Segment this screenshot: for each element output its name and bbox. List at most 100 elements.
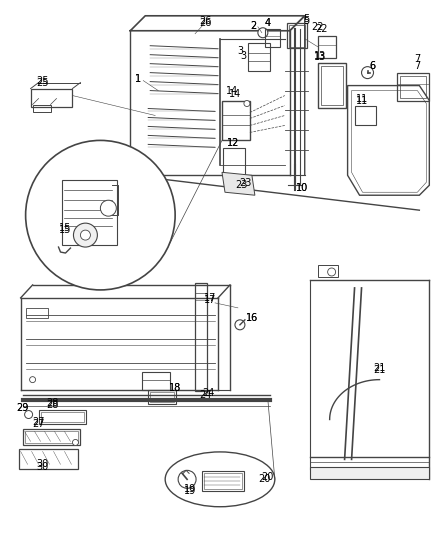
- Ellipse shape: [165, 452, 275, 507]
- Text: 20: 20: [259, 474, 271, 484]
- Bar: [265, 29, 280, 47]
- Bar: [148, 390, 176, 403]
- Text: 5: 5: [304, 16, 310, 26]
- Text: 26: 26: [199, 16, 211, 26]
- Text: 10: 10: [296, 183, 308, 193]
- Text: 17: 17: [204, 295, 216, 305]
- Circle shape: [25, 410, 32, 418]
- Text: 15: 15: [59, 225, 72, 235]
- Bar: [63, 180, 117, 245]
- Text: 20: 20: [261, 472, 274, 482]
- Text: 13: 13: [314, 51, 326, 61]
- Text: 19: 19: [184, 484, 196, 494]
- Text: 4: 4: [265, 18, 271, 28]
- Text: 1: 1: [135, 74, 141, 84]
- Text: 15: 15: [59, 223, 72, 233]
- Text: 18: 18: [169, 383, 181, 393]
- Polygon shape: [222, 172, 255, 195]
- Text: 26: 26: [199, 18, 211, 28]
- Text: 3: 3: [240, 51, 246, 61]
- Bar: [318, 36, 336, 58]
- Text: 12: 12: [227, 139, 239, 148]
- Bar: [195, 283, 207, 391]
- Text: 29: 29: [17, 402, 29, 413]
- Circle shape: [72, 439, 78, 446]
- Circle shape: [81, 230, 90, 240]
- Circle shape: [30, 377, 35, 383]
- Text: 11: 11: [357, 95, 369, 106]
- Bar: [32, 104, 50, 112]
- Bar: [142, 372, 170, 390]
- Text: 28: 28: [46, 398, 59, 408]
- Text: 10: 10: [296, 183, 308, 193]
- Text: 6: 6: [369, 61, 375, 71]
- Text: 16: 16: [246, 313, 258, 323]
- Bar: [204, 473, 242, 489]
- Bar: [41, 411, 85, 422]
- Circle shape: [258, 28, 268, 38]
- Text: 21: 21: [373, 365, 386, 375]
- Text: 3: 3: [237, 46, 243, 55]
- Text: 17: 17: [204, 293, 216, 303]
- Bar: [202, 471, 244, 491]
- Text: 25: 25: [36, 76, 49, 86]
- Bar: [318, 265, 338, 277]
- Text: 7: 7: [414, 61, 420, 71]
- Circle shape: [244, 101, 250, 107]
- Text: 18: 18: [169, 383, 181, 393]
- Text: 5: 5: [304, 14, 310, 24]
- Text: 16: 16: [246, 313, 258, 323]
- Bar: [321, 66, 343, 104]
- Circle shape: [100, 200, 117, 216]
- Text: 27: 27: [32, 416, 45, 426]
- Bar: [19, 449, 78, 470]
- Text: 25: 25: [36, 78, 49, 87]
- Text: 28: 28: [46, 400, 59, 409]
- Text: 1: 1: [135, 74, 141, 84]
- Text: 27: 27: [32, 418, 45, 429]
- Bar: [222, 101, 250, 140]
- Text: 4: 4: [265, 18, 271, 28]
- Text: 23: 23: [240, 178, 252, 188]
- Circle shape: [361, 67, 374, 78]
- Bar: [31, 88, 72, 107]
- Bar: [289, 25, 305, 47]
- Text: 12: 12: [227, 139, 239, 148]
- Text: 21: 21: [373, 362, 386, 373]
- Text: 30: 30: [36, 462, 49, 472]
- Circle shape: [235, 320, 245, 330]
- Text: 30: 30: [36, 459, 49, 470]
- Bar: [23, 430, 81, 446]
- Text: 24: 24: [199, 390, 211, 400]
- Bar: [25, 308, 48, 318]
- Circle shape: [178, 470, 196, 488]
- Text: 22: 22: [315, 24, 328, 34]
- Bar: [25, 432, 78, 443]
- Text: 19: 19: [184, 486, 196, 496]
- Circle shape: [25, 140, 175, 290]
- Circle shape: [74, 223, 97, 247]
- Text: 13: 13: [314, 52, 326, 62]
- Text: 14: 14: [226, 86, 238, 95]
- Text: 23: 23: [236, 180, 248, 190]
- Text: 29: 29: [17, 402, 29, 413]
- Bar: [39, 409, 86, 424]
- Text: 22: 22: [311, 22, 324, 32]
- Bar: [150, 392, 174, 401]
- Text: 2: 2: [250, 21, 256, 31]
- Text: 14: 14: [229, 88, 241, 99]
- Bar: [310, 467, 429, 479]
- Bar: [397, 72, 429, 101]
- Bar: [223, 148, 245, 176]
- Bar: [248, 43, 270, 71]
- Text: 2: 2: [250, 21, 256, 31]
- Bar: [355, 106, 377, 125]
- Bar: [287, 23, 307, 47]
- Bar: [400, 76, 426, 98]
- Bar: [318, 63, 346, 108]
- Text: 24: 24: [202, 387, 214, 398]
- Text: 11: 11: [357, 93, 369, 103]
- Circle shape: [328, 268, 336, 276]
- Text: 6: 6: [369, 61, 375, 71]
- Text: 7: 7: [414, 54, 420, 63]
